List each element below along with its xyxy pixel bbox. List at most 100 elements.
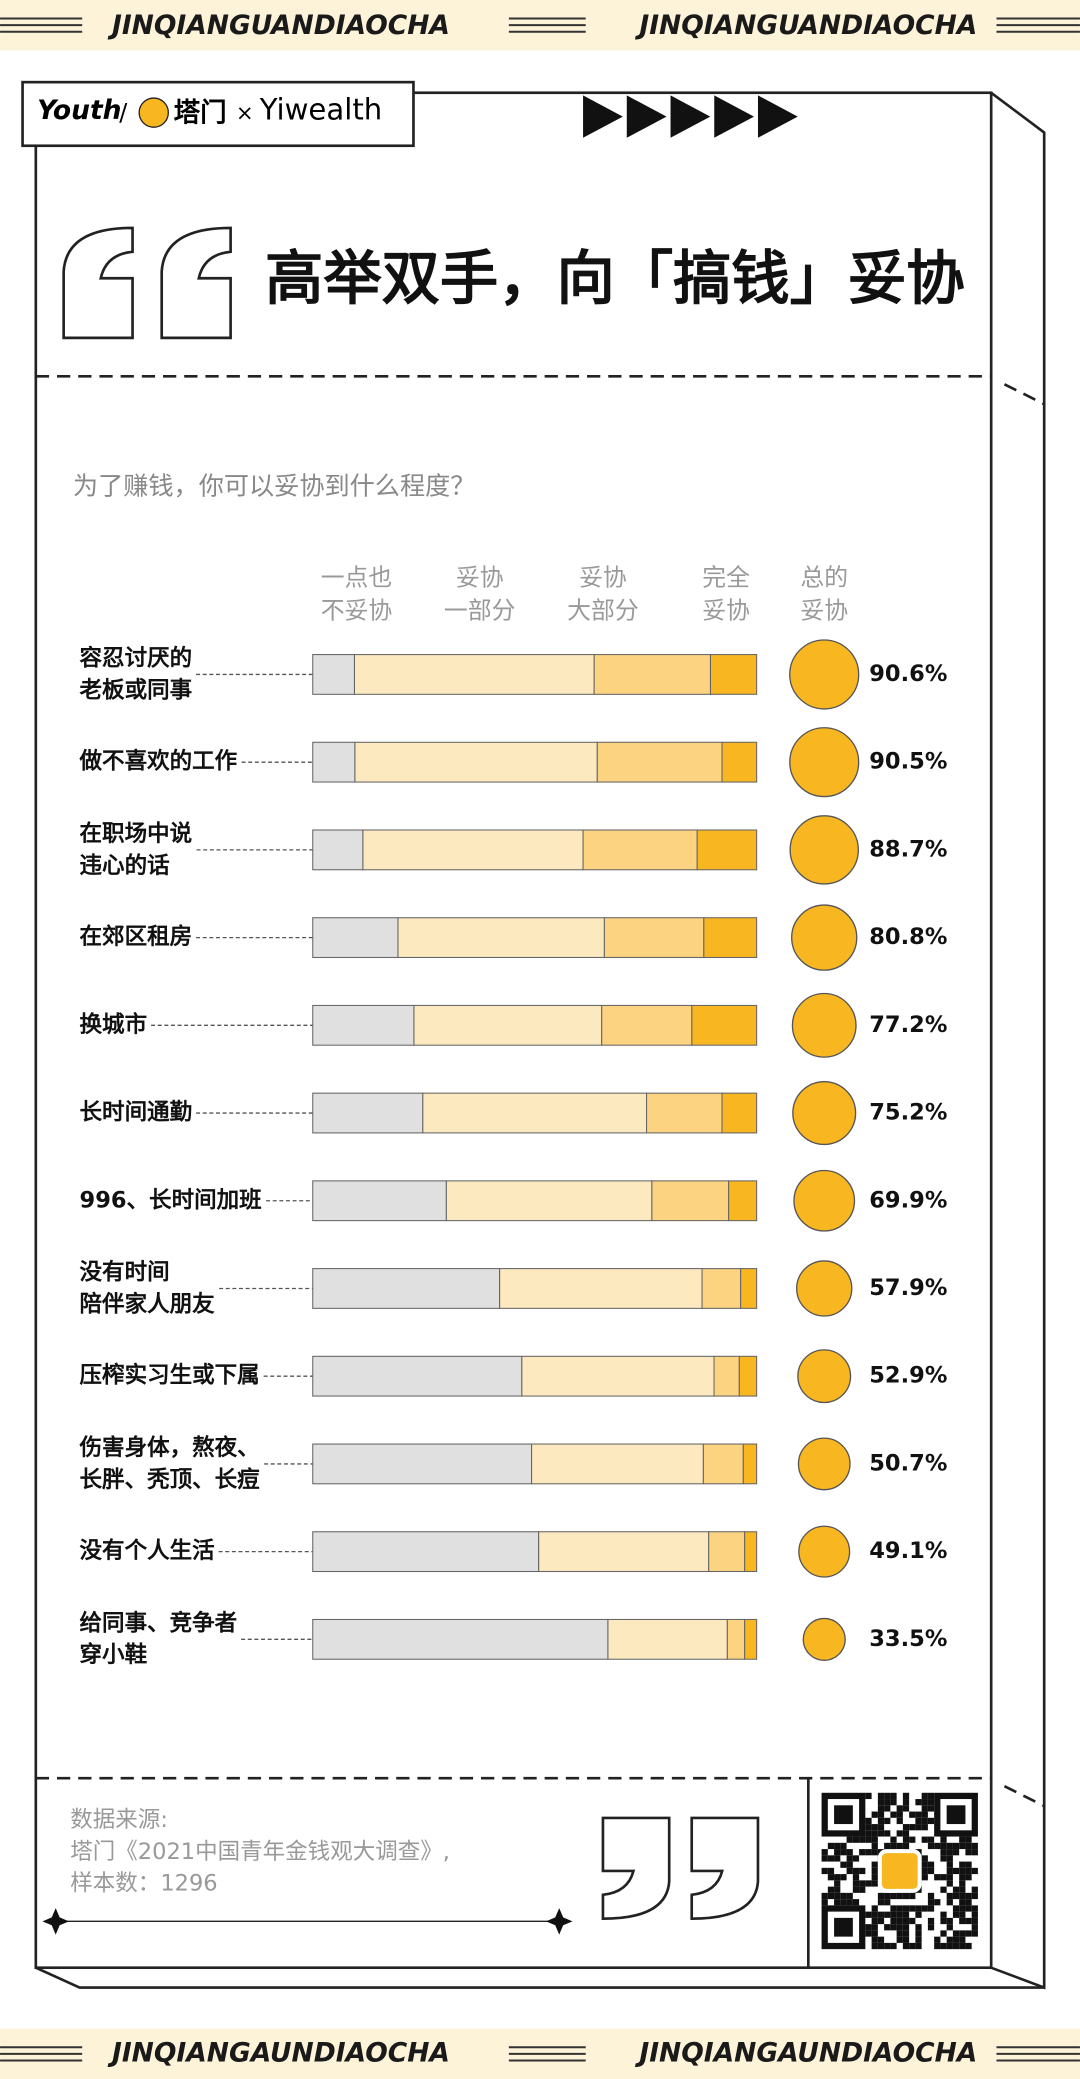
qr-cell [821,1867,828,1875]
qr-cell [846,1899,853,1906]
qr-finder [834,1917,853,1937]
qr-cell [865,1792,872,1800]
qr-cell [859,1880,866,1887]
total-bubble [792,1080,857,1146]
qr-cell [952,1886,960,1893]
qr-cell [952,1936,960,1943]
category-label: 换城市 [80,1011,148,1038]
qr-cell [909,1942,916,1950]
qr-cell [946,1880,953,1887]
bar-segment [744,1618,758,1660]
qr-cell [971,1892,978,1900]
qr-cell [927,1836,935,1843]
qr-cell [952,1842,960,1850]
qr-cell [940,1842,947,1850]
total-bubble [793,1169,856,1232]
bar-segment [397,917,605,959]
qr-cell [890,1811,897,1818]
qr-code [821,1792,978,1950]
qr-cell [871,1824,878,1831]
bar-segment [740,1268,758,1309]
bar-segment [422,1092,648,1134]
qr-cell [934,1936,941,1943]
qr-cell [890,1942,897,1950]
qr-cell [965,1849,972,1856]
qr-cell [852,1880,860,1887]
quote-mark [62,226,760,1920]
category-label: 996、长时间加班 [80,1187,263,1213]
qr-cell [952,1942,960,1950]
qr-cell [921,1874,928,1881]
qr-cell [940,1917,947,1925]
qr-cell [965,1861,972,1868]
bar-segment [742,1443,758,1485]
qr-cell [821,1849,828,1856]
total-bubble [789,727,860,798]
qr-cell [846,1892,853,1900]
qr-cell [927,1899,935,1906]
qr-cell [921,1817,928,1825]
logo-separator: / [119,98,128,126]
bar-segment [696,829,758,871]
qr-cell [840,1874,847,1881]
qr-cell [959,1942,966,1950]
qr-cell [902,1924,910,1931]
qr-cell [902,1836,910,1843]
bar-segment [702,1443,744,1485]
qr-cell [921,1905,928,1912]
legend-label: 完全妥协 [702,563,750,624]
qr-cell [921,1855,928,1862]
bar-segment [312,1531,540,1573]
qr-cell [965,1905,972,1912]
qr-cell [896,1911,903,1918]
qr-cell [896,1930,903,1937]
qr-cell [946,1917,953,1925]
legend-label: 一点也不妥协 [321,563,393,624]
qr-cell [927,1917,935,1925]
qr-cell [909,1811,916,1818]
qr-cell [909,1917,916,1925]
qr-cell [896,1811,903,1818]
qr-cell [971,1905,978,1912]
category-label: 伤害身体，熬夜、长胖、秃顶、长痘 [79,1434,261,1493]
qr-cell [859,1867,866,1875]
qr-finder [834,1805,853,1825]
qr-cell [946,1874,953,1881]
bar-segment [709,654,758,695]
qr-cell [915,1799,922,1806]
qr-cell [877,1936,885,1943]
qr-cell [871,1924,878,1931]
qr-cell [834,1880,841,1887]
total-bubble [802,1617,846,1661]
qr-cell [884,1911,891,1918]
bar-segment [445,1180,653,1222]
qr-cell [902,1892,910,1900]
source: 塔门《2021中国青年金钱观大调查》, [70,1839,450,1865]
total-bubble [791,904,858,971]
qr-cell [959,1936,966,1943]
qr-cell [871,1874,878,1881]
qr-cell [927,1817,935,1825]
qr-cell [884,1842,891,1850]
qr-cell [871,1836,878,1843]
qr-cell [946,1942,953,1950]
qr-cell [915,1824,922,1831]
qr-cell [927,1799,935,1806]
qr-cell [827,1867,835,1875]
legend-label: 妥协一部分 [444,563,516,624]
qr-cell [877,1942,885,1950]
bar-segment [721,741,758,783]
qr-cell [890,1836,897,1843]
qr-cell [827,1874,835,1881]
qr-cell [940,1911,947,1918]
qr-cell [927,1792,935,1800]
qr-cell [927,1842,935,1850]
qr-cell [865,1836,872,1843]
qr-cell [846,1855,853,1862]
qr-cell [852,1867,860,1875]
bar-segment [651,1180,730,1222]
total-label: 77.2% [869,1012,947,1038]
source: 样本数：1296 [70,1871,217,1897]
qr-cell [871,1911,878,1918]
